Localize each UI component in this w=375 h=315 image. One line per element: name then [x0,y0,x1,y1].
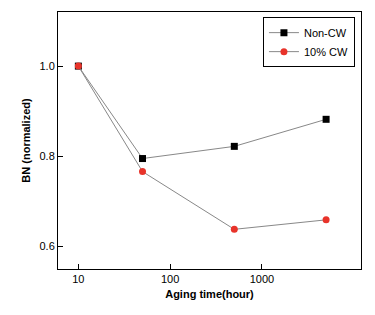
svg-text:0.8: 0.8 [40,150,55,162]
svg-text:1.0: 1.0 [40,60,55,72]
svg-text:10% CW: 10% CW [304,46,348,58]
svg-text:0.6: 0.6 [40,240,55,252]
svg-text:10: 10 [72,273,84,285]
svg-text:100: 100 [161,273,179,285]
svg-text:Aging time(hour): Aging time(hour) [165,288,254,300]
svg-text:Non-CW: Non-CW [304,27,347,39]
svg-text:1000: 1000 [250,273,274,285]
svg-text:BN (normalized): BN (normalized) [20,98,32,183]
